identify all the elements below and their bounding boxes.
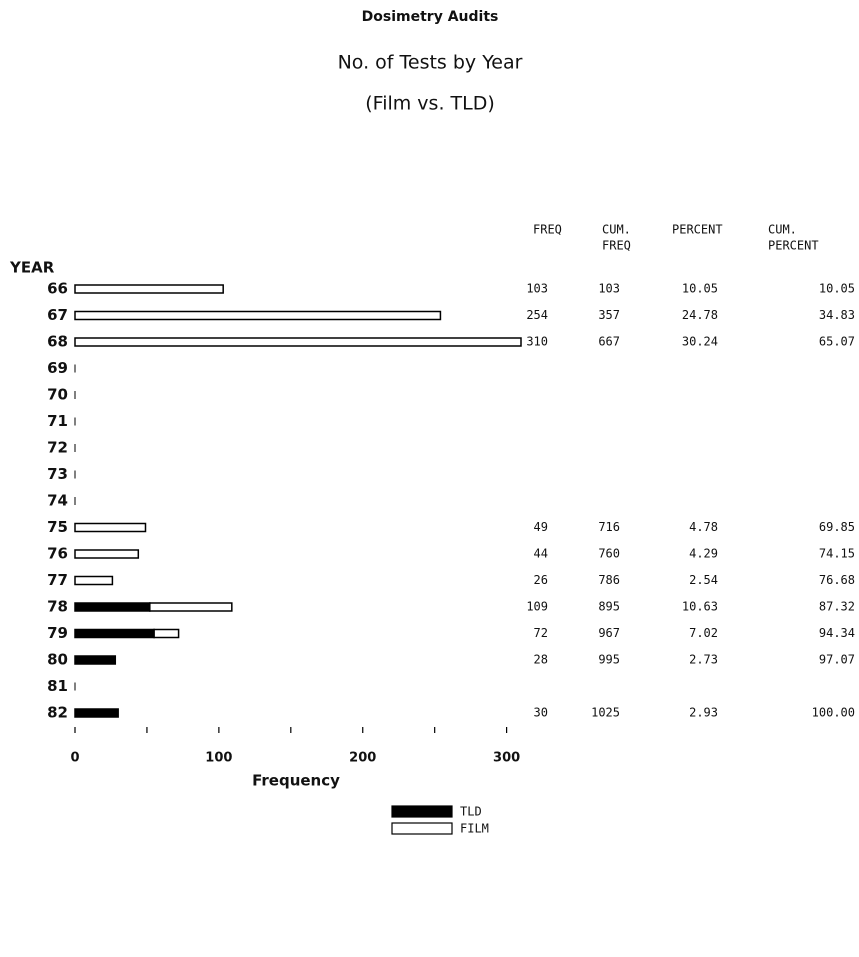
- table-cell: 995: [598, 653, 620, 667]
- table-cell: 69.85: [819, 520, 855, 534]
- table-cell: 28: [534, 653, 548, 667]
- y-tick-label: 69: [47, 359, 68, 377]
- table-cell: 109: [526, 600, 548, 614]
- table-cell: 10.05: [819, 282, 855, 296]
- table-cell: 254: [526, 308, 548, 322]
- table-cell: 94.34: [819, 626, 855, 640]
- chart-title: Dosimetry Audits: [362, 9, 499, 25]
- y-tick-label: 74: [47, 492, 68, 510]
- legend-label: TLD: [460, 805, 482, 819]
- chart-subtitle: (Film vs. TLD): [365, 93, 495, 115]
- x-tick-label: 300: [493, 751, 520, 766]
- table-header: PERCENT: [768, 239, 819, 253]
- y-tick-label: 79: [47, 624, 68, 642]
- chart-subtitle: No. of Tests by Year: [338, 52, 523, 74]
- table-cell: 34.83: [819, 308, 855, 322]
- y-tick-label: 72: [47, 439, 68, 457]
- table-cell: 310: [526, 335, 548, 349]
- table-cell: 87.32: [819, 600, 855, 614]
- table-cell: 10.63: [682, 600, 718, 614]
- table-cell: 357: [598, 308, 620, 322]
- bar-segment: [74, 628, 155, 639]
- table-cell: 7.02: [689, 626, 718, 640]
- table-cell: 2.73: [689, 653, 718, 667]
- table-cell: 72: [534, 626, 548, 640]
- bar-segment: [74, 310, 442, 321]
- x-tick-label: 200: [349, 751, 376, 766]
- table-cell: 895: [598, 600, 620, 614]
- table-cell: 786: [598, 573, 620, 587]
- bar-segment: [74, 655, 117, 665]
- x-tick-label: 100: [205, 751, 232, 766]
- y-tick-label: 66: [47, 280, 68, 298]
- y-tick-label: 81: [47, 677, 68, 695]
- y-tick-label: 71: [47, 412, 68, 430]
- table-cell: 4.29: [689, 547, 718, 561]
- table-cell: 65.07: [819, 335, 855, 349]
- table-cell: 26: [534, 573, 548, 587]
- y-tick-label: 82: [47, 704, 68, 722]
- table-header: PERCENT: [672, 223, 723, 237]
- table-cell: 49: [534, 520, 548, 534]
- y-axis-label: YEAR: [9, 259, 55, 277]
- table-cell: 30: [534, 706, 548, 720]
- y-tick-label: 77: [47, 571, 68, 589]
- table-header: CUM.: [602, 223, 631, 237]
- y-tick-label: 73: [47, 465, 68, 483]
- legend-label: FILM: [460, 822, 489, 836]
- table-cell: 760: [598, 547, 620, 561]
- table-header: FREQ: [533, 223, 562, 237]
- bar-segment: [74, 284, 224, 294]
- legend-swatch: [391, 822, 453, 835]
- table-cell: 4.78: [689, 520, 718, 534]
- bar-segment: [74, 522, 147, 533]
- legend-swatch: [391, 805, 453, 818]
- table-cell: 2.93: [689, 706, 718, 720]
- table-cell: 2.54: [689, 573, 718, 587]
- bar-segment: [74, 549, 140, 559]
- x-tick-label: 0: [70, 751, 79, 766]
- table-cell: 100.00: [812, 706, 855, 720]
- y-tick-label: 76: [47, 545, 68, 563]
- bar-segment: [74, 602, 151, 612]
- table-header: FREQ: [602, 239, 631, 253]
- y-tick-label: 80: [47, 651, 68, 669]
- table-cell: 97.07: [819, 653, 855, 667]
- y-tick-label: 67: [47, 306, 68, 324]
- table-cell: 44: [534, 547, 548, 561]
- table-cell: 10.05: [682, 282, 718, 296]
- x-axis-label: Frequency: [252, 772, 340, 790]
- table-header: CUM.: [768, 223, 797, 237]
- table-cell: 716: [598, 520, 620, 534]
- bar-segment: [153, 628, 180, 639]
- bar-segment: [74, 708, 119, 718]
- table-cell: 76.68: [819, 573, 855, 587]
- bar-segment: [74, 575, 114, 586]
- bar-segment: [149, 602, 233, 612]
- table-cell: 1025: [591, 706, 620, 720]
- table-cell: 24.78: [682, 308, 718, 322]
- y-tick-label: 68: [47, 333, 68, 351]
- y-tick-label: 75: [47, 518, 68, 536]
- table-cell: 30.24: [682, 335, 718, 349]
- y-tick-label: 70: [47, 386, 68, 404]
- table-cell: 967: [598, 626, 620, 640]
- table-cell: 74.15: [819, 547, 855, 561]
- table-cell: 103: [598, 282, 620, 296]
- bar-segment: [74, 337, 522, 347]
- y-tick-label: 78: [47, 598, 68, 616]
- table-cell: 667: [598, 335, 620, 349]
- table-cell: 103: [526, 282, 548, 296]
